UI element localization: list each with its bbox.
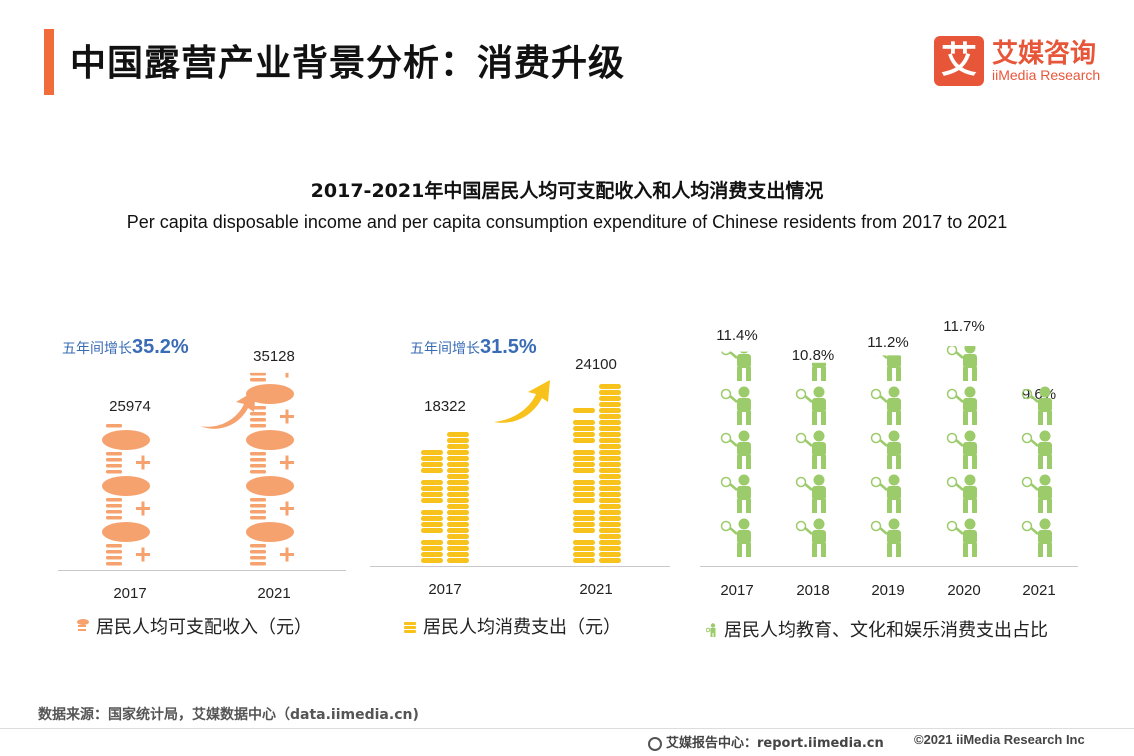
expenditure-axis-line bbox=[370, 566, 670, 567]
expenditure-growth-label: 五年间增长31.5% bbox=[410, 336, 537, 358]
income-value-label-2021: 35128 bbox=[253, 348, 295, 365]
footer-report-center: 艾媒报告中心：report.iimedia.cn bbox=[648, 732, 884, 751]
education-tick-2018: 2018 bbox=[796, 582, 830, 599]
expenditure-tick-2017: 2017 bbox=[428, 581, 462, 598]
globe-icon bbox=[648, 736, 662, 751]
chart-title-en: Per capita disposable income and per cap… bbox=[126, 212, 1008, 232]
expenditure-value-label-2021: 24100 bbox=[575, 356, 617, 373]
expenditure-legend: 居民人均消费支出（元） bbox=[403, 613, 621, 639]
income-bar-2017 bbox=[102, 424, 150, 566]
footer-copyright: ©2021 iiMedia Research Inc bbox=[914, 732, 1085, 747]
footer-divider bbox=[0, 728, 1134, 729]
brand-logo-mark: 艾 bbox=[934, 36, 984, 86]
income-value-label-2017: 25974 bbox=[109, 398, 151, 415]
expenditure-bar-2021 bbox=[573, 384, 621, 563]
education-bar-2018 bbox=[795, 362, 826, 557]
title-accent-bar bbox=[44, 29, 54, 95]
income-axis-line bbox=[58, 570, 346, 571]
education-value-label-2017: 11.4% bbox=[716, 327, 758, 344]
education-tick-2021: 2021 bbox=[1022, 582, 1056, 599]
education-bar-2019 bbox=[870, 355, 901, 557]
income-tick-2017: 2017 bbox=[113, 585, 147, 602]
education-tick-2017: 2017 bbox=[720, 582, 754, 599]
income-tick-2021: 2021 bbox=[257, 585, 291, 602]
data-source-note: 数据来源：国家统计局，艾媒数据中心（data.iimedia.cn) bbox=[38, 707, 419, 723]
education-value-label-2020: 11.7% bbox=[943, 318, 985, 335]
education-value-label-2019: 11.2% bbox=[867, 334, 909, 351]
education-bar-2017 bbox=[720, 351, 751, 557]
income-growth-arrow bbox=[200, 390, 256, 429]
brand-name-cn: 艾媒咨询 bbox=[992, 39, 1097, 69]
money-bag-icon bbox=[76, 618, 90, 639]
education-bar-2020 bbox=[946, 346, 977, 557]
education-tick-2019: 2019 bbox=[871, 582, 905, 599]
income-growth-label: 五年间增长35.2% bbox=[62, 336, 189, 358]
education-tick-2020: 2020 bbox=[947, 582, 981, 599]
education-axis-line bbox=[700, 566, 1078, 567]
brand-name-en: iiMedia Research bbox=[992, 67, 1101, 83]
expenditure-tick-2021: 2021 bbox=[579, 581, 613, 598]
coin-stack-icon bbox=[403, 618, 417, 639]
education-value-label-2018: 10.8% bbox=[791, 347, 835, 364]
expenditure-bar-2017 bbox=[421, 432, 469, 563]
income-legend: 居民人均可支配收入（元） bbox=[76, 613, 312, 639]
chart-title-cn: 2017-2021年中国居民人均可支配收入和人均消费支出情况 bbox=[310, 180, 824, 202]
expenditure-growth-arrow bbox=[494, 380, 550, 423]
page-title: 中国露营产业背景分析：消费升级 bbox=[70, 43, 626, 84]
education-bar-2021 bbox=[1021, 386, 1052, 557]
tennis-player-icon bbox=[705, 621, 718, 642]
expenditure-value-label-2017: 18322 bbox=[424, 398, 466, 415]
income-bar-2021 bbox=[246, 372, 294, 566]
education-legend: 居民人均教育、文化和娱乐消费支出占比 bbox=[705, 616, 1048, 642]
